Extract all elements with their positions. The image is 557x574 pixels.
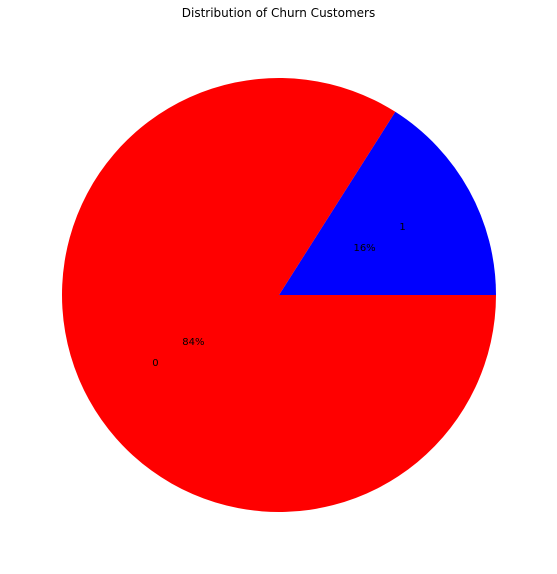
chart-title: Distribution of Churn Customers xyxy=(181,6,376,20)
pie-slice-1 xyxy=(279,111,496,295)
pie-labels: 1 16% 0 84% xyxy=(152,222,406,369)
pie-slice-0 xyxy=(62,78,496,513)
slice-category-label: 0 xyxy=(152,358,158,369)
pie-slices xyxy=(62,78,496,513)
slice-percent-label: 84% xyxy=(182,337,204,348)
slice-percent-label: 16% xyxy=(353,243,375,254)
slice-category-label: 1 xyxy=(399,222,405,233)
